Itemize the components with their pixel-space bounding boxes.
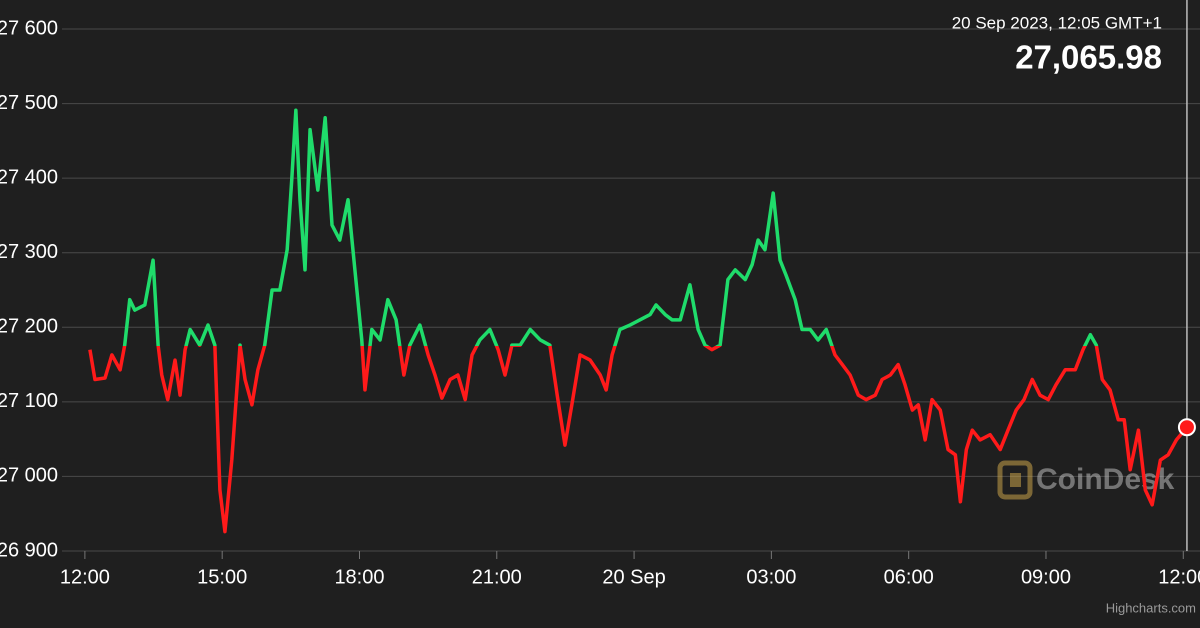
price-line [88, 108, 1189, 534]
credits: Highcharts.com [1106, 600, 1196, 615]
x-tick-label: 03:00 [746, 566, 796, 588]
x-tick-label: 18:00 [334, 566, 384, 588]
y-tick-label: 26 900 [0, 539, 58, 561]
y-tick-label: 27 400 [0, 166, 58, 188]
plot [88, 0, 1196, 551]
tooltip-value: 27,065.98 [1015, 39, 1162, 76]
y-tick-label: 27 000 [0, 465, 58, 487]
y-tick-label: 27 600 [0, 17, 58, 39]
grid: 26 900 27 000 27 100 27 200 27 300 27 400 27 5… [0, 17, 1200, 588]
x-tick-label: 12:00 [1158, 566, 1200, 588]
tooltip-date: 20 Sep 2023, 12:05 GMT+1 [952, 13, 1162, 32]
x-tick-label: 20 Sep [602, 566, 665, 588]
last-point-marker [1177, 418, 1196, 437]
x-tick-label: 06:00 [884, 566, 934, 588]
y-tick-label: 27 200 [0, 316, 58, 338]
watermark-text: CoinDesk [1036, 463, 1175, 496]
y-tick-label: 27 300 [0, 241, 58, 263]
x-tick-label: 15:00 [197, 566, 247, 588]
x-tick-label: 21:00 [472, 566, 522, 588]
y-tick-label: 27 500 [0, 92, 58, 114]
y-tick-label: 27 100 [0, 390, 58, 412]
x-tick-label: 09:00 [1021, 566, 1071, 588]
x-tick-label: 12:00 [60, 566, 110, 588]
watermark: CoinDesk [997, 460, 1175, 500]
